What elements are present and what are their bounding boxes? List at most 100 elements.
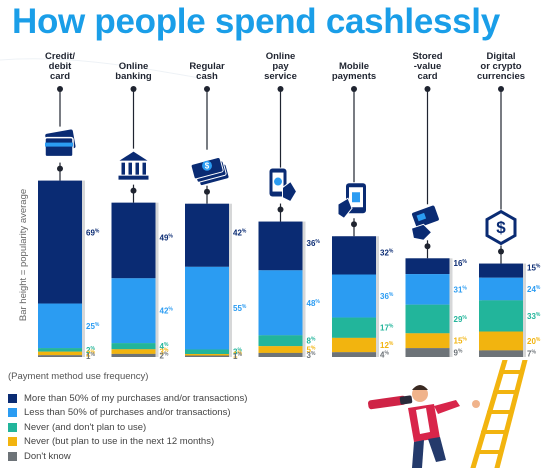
data-label: 7% [527,350,536,359]
data-label: 55% [233,304,247,313]
connector-dot [204,188,210,195]
legend-item: Never (and don't plan to use) [8,420,247,435]
data-label: 15% [454,337,468,346]
svg-text:$: $ [496,218,506,237]
legend-title: (Payment method use frequency) [8,371,149,382]
phone-tap-icon [269,168,298,203]
data-label: 1% [233,352,242,361]
bar-segment [332,352,376,357]
bar-segment [111,278,156,344]
data-label: 69% [86,229,100,238]
data-label: 49% [160,233,174,242]
bar-segment [38,180,82,304]
person-with-telescope-icon [368,385,480,468]
bar-segment [405,304,450,334]
bar-segment [185,349,229,354]
data-label: 42% [233,228,247,237]
credit-card-icon [44,129,76,158]
connector-dot [277,86,284,92]
legend: (Payment method use frequency) More than… [8,371,247,464]
bar-segment [405,333,450,349]
data-label: 1% [86,352,95,361]
bar-segment [38,355,82,357]
data-label: 29% [454,315,468,324]
connector-dot [130,86,137,92]
bar-segment [111,202,156,279]
bar-segment [479,277,523,301]
category-label: Online banking [115,61,152,82]
data-label: 42% [160,307,174,316]
data-label: 17% [380,324,394,333]
connector-dot [57,165,63,172]
category-label-line: Online [266,51,296,62]
bar-segment [332,236,376,275]
connector-dot [498,86,504,92]
data-label: 2% [86,346,95,355]
category-label-line: card [50,71,70,82]
legend-label: Less than 50% of purchases and/or transa… [24,407,231,419]
data-label: 1% [233,351,242,360]
data-label: 8% [307,337,316,346]
data-label: 24% [527,285,541,294]
category-label-line: Online [119,61,149,72]
background-curve [0,58,201,79]
person-on-ladder-illustration [368,360,528,468]
legend-swatch [8,422,17,432]
bar-segment [38,351,82,356]
category-label: Credit/debit card [45,51,75,82]
bar-segment [258,335,303,347]
legend-item: Don't know [8,449,247,464]
bar-segment [38,348,82,352]
bar-segment [479,331,523,351]
data-label: 9% [454,349,463,358]
bar-segment [258,270,303,336]
category-label-line: payments [332,71,376,82]
data-label: 3% [233,348,242,357]
bar-segment [332,337,376,353]
ladder-icon [470,360,528,468]
category-label-line: currencies [477,71,525,82]
bar-segment [479,263,523,278]
bar-segment [405,258,450,275]
bar-segment [258,221,303,271]
bar-segment [332,274,376,318]
legend-swatch [8,451,17,461]
category-label: Online pay service [264,51,297,82]
category-label-line: Stored [412,51,442,62]
bar-segment [185,355,229,357]
category-label-line: Credit/ [45,51,75,62]
bar-segment [479,350,523,357]
connector-dot [277,206,284,213]
svg-text:$: $ [205,162,210,171]
connector-dot [351,86,357,92]
data-label: 20% [527,337,541,346]
connector-dot [351,221,357,228]
category-label: Mobile payments [332,61,376,82]
data-label: 32% [380,248,394,257]
page-title: How people spend cashlessly [12,2,500,41]
bar-segment [111,353,156,357]
data-label: 3% [307,351,316,360]
data-label: 33% [527,312,541,321]
mobile-payment-icon [337,183,366,219]
data-label: 4% [380,351,389,360]
data-label: 25% [86,322,100,331]
category-label-line: card [417,71,437,82]
bar-segment [258,346,303,353]
bar-segment [111,343,156,350]
data-label: 36% [307,239,321,248]
bar-segment [185,266,229,350]
bar-segment [405,348,450,357]
category-label-line: or crypto [480,61,521,72]
bar-segment [405,274,450,305]
bar-segment [111,349,156,354]
category-label-line: pay [272,61,289,72]
data-label: 3% [160,348,169,357]
category-label-line: Digital [486,51,515,62]
bar-segment [258,352,303,357]
legend-item: Never (but plan to use in the next 12 mo… [8,435,247,450]
data-label: 16% [454,259,468,268]
category-label-line: -value [414,61,441,72]
connector-dot [498,248,504,255]
